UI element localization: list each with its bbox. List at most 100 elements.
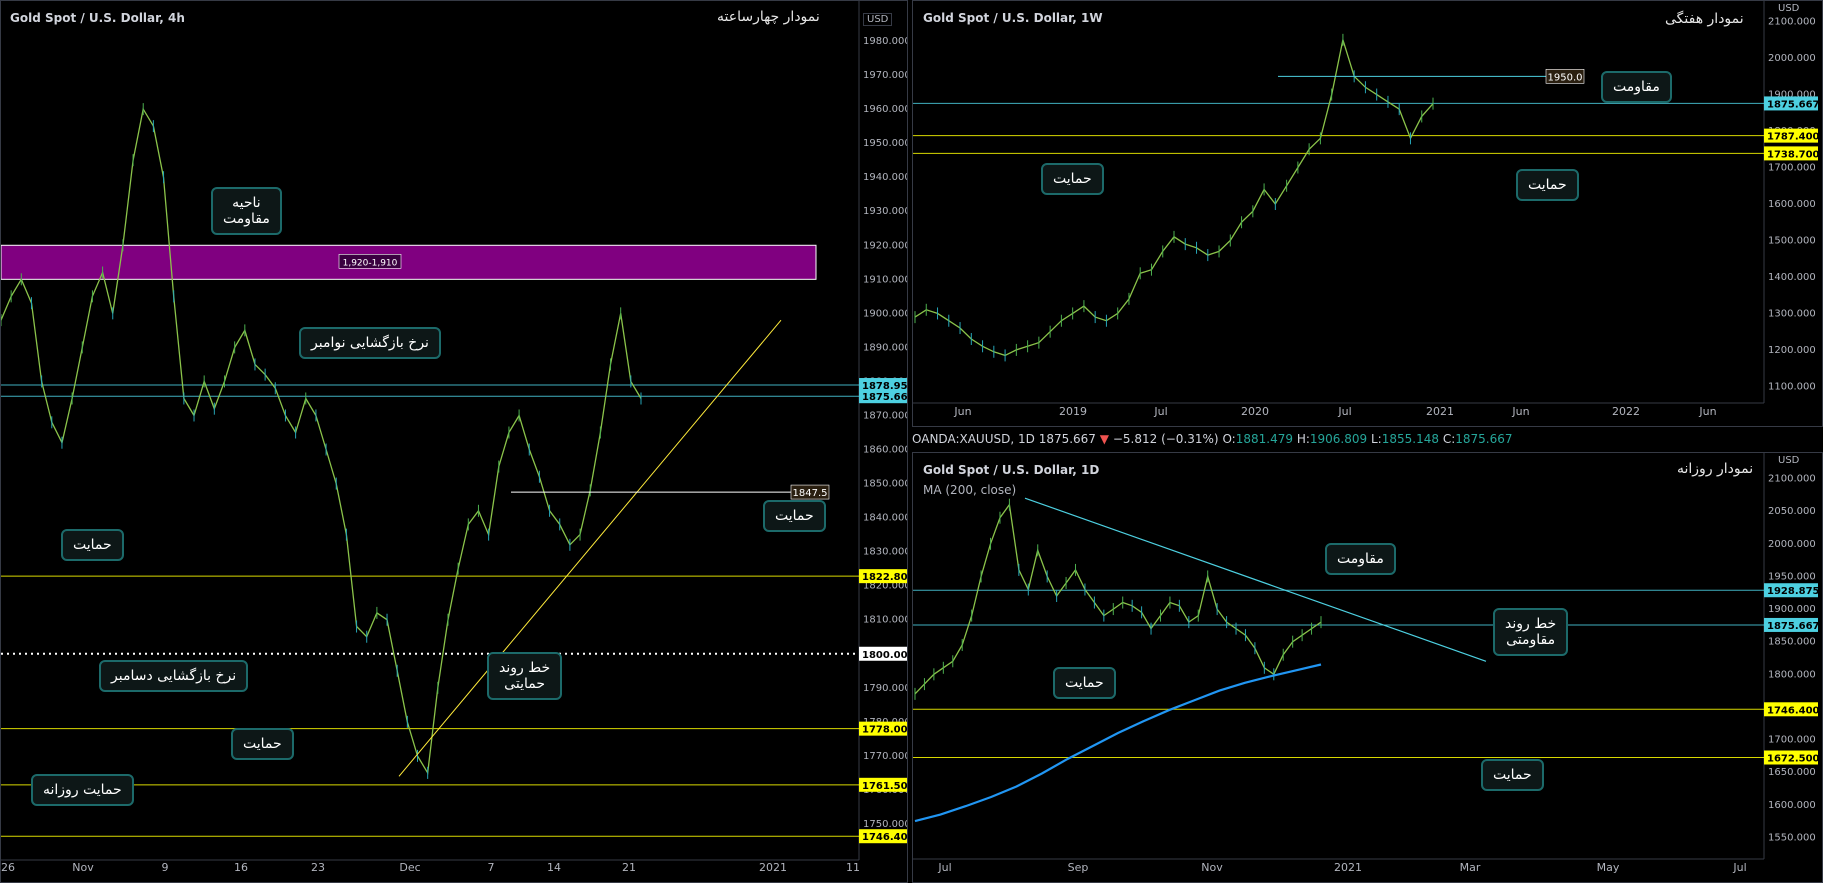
info-open-label: O: [1222,432,1236,446]
symbol-info-bar: OANDA:XAUUSD, 1D 1875.667 ▼ −5.812 (−0.3… [912,432,1513,446]
chart-4h-canvas[interactable]: 1750.0001760.0001770.0001780.0001790.000… [1,1,907,882]
price-tag-label: 1875.667 [1767,99,1820,110]
note-w1-resistance: مقاومت [1601,71,1672,103]
price-tag-label: 1761.500 [862,781,907,792]
level-1847-label: 1847.5 [793,488,828,499]
y-tick-label: 1600.000 [1768,800,1816,811]
x-tick-label: 2021 [1334,861,1362,874]
price-tag-label: 1746.400 [862,832,907,843]
price-tag [859,389,907,404]
y-tick-label: 1800.000 [1768,669,1816,680]
chart-1w-canvas[interactable]: 1100.000 1200.000 1300.000 1400.000 1500.000… [913,1,1822,426]
y-tick-label: 1920.000 [863,240,907,251]
y-tick-label: 1900.000 [1768,90,1816,101]
y-tick-label: 1850.000 [863,479,907,490]
chart-1w-unit: USD [1778,3,1800,14]
y-tick-label: 1810.000 [863,615,907,626]
x-tick-label: Nov [1201,861,1223,874]
x-tick-label: 21 [622,861,636,874]
chart-1d-unit: USD [1778,455,1800,466]
y-tick-label: 1830.000 [863,547,907,558]
price-tag-label: 1875.667 [862,392,907,403]
y-tick-label: 1940.000 [863,172,907,183]
note-resistance-zone: ناحیه مقاومت [211,187,282,235]
y-tick-label: 2050.000 [1768,506,1816,517]
note-support-1761: حمایت [231,728,294,760]
chart-1w-name: نمودار هفتگی [1665,11,1744,27]
x-tick-label: Jul [1732,861,1746,874]
chart-1d-indicator: MA (200, close) [923,483,1017,497]
chart-panel-4h[interactable]: 1750.0001760.0001770.0001780.0001790.000… [0,0,908,883]
x-tick-label: 9 [162,861,169,874]
note-d1-support-left: حمایت [1053,667,1116,699]
y-tick-label: 1840.000 [863,513,907,524]
y-tick-label: 1650.000 [1768,767,1816,778]
y-tick-label: 2000.000 [1768,539,1816,550]
y-tick-label: 1550.000 [1768,832,1816,843]
note-daily-support: حمایت روزانه [31,774,134,806]
note-support-1822: حمایت [61,529,124,561]
y-tick-label: 2100.000 [1768,17,1816,28]
chart-panel-1d[interactable]: 1550.0001600.0001650.0001700.0001750.000… [912,452,1823,883]
price-tag-label: 1878.950 [862,381,907,392]
x-tick-label: 2021 [1426,405,1454,418]
y-tick-label: 1200.000 [1768,345,1816,356]
info-change-arrow: ▼ [1099,432,1110,446]
price-series-line [914,503,1322,695]
x-tick-label: Jul [1337,405,1351,418]
price-tag [1764,750,1818,765]
info-low-label: L: [1370,432,1382,446]
price-tag [859,777,907,792]
price-tag [1764,146,1818,161]
y-tick-label: 1890.000 [863,342,907,353]
info-symbol: OANDA:XAUUSD, 1D [912,432,1035,446]
x-tick-label: May [1597,861,1620,874]
info-close-label: C: [1442,432,1456,446]
y-tick-label: 2100.000 [1768,474,1816,485]
y-tick-label: 1950.000 [863,138,907,149]
price-tag-label: 1738.700 [1767,149,1820,160]
y-tick-label: 1950.000 [1768,571,1816,582]
price-tag-label: 1672.500 [1767,754,1820,765]
info-open: 1881.479 [1235,432,1293,446]
price-tag [859,721,907,736]
chart-1d-canvas[interactable]: 1550.0001600.0001650.0001700.0001750.000… [913,453,1822,882]
price-tag-label: 1875.667 [1767,621,1820,632]
note-support-1847: حمایت [763,500,826,532]
x-tick-label: 11 [846,861,860,874]
y-tick-label: 1860.000 [863,445,907,456]
y-tick-label: 1900.000 [863,308,907,319]
price-tag [859,378,907,393]
zone-label: 1,920-1,910 [343,258,398,268]
x-tick-label: Mar [1460,861,1481,874]
y-tick-label: 1400.000 [1768,272,1816,283]
chart-4h-title: Gold Spot / U.S. Dollar, 4h [10,11,185,25]
info-last: 1875.667 [1038,432,1096,446]
price-tag-label: 1778.000 [862,725,907,736]
price-tag [859,569,907,584]
price-tag [859,646,907,661]
chart-panel-1w[interactable]: 1100.000 1200.000 1300.000 1400.000 1500.000… [912,0,1823,427]
y-tick-label: 1500.000 [1768,235,1816,246]
price-tag [1764,128,1818,143]
price-tag-label: 1787.400 [1767,132,1820,143]
note-w1-support-left: حمایت [1041,163,1104,195]
info-change: −5.812 (−0.31%) [1112,432,1219,446]
x-tick-label: Jun [1698,405,1716,418]
chart-4h-name: نمودار چهارساعته [717,9,820,25]
level-1950-label: 1950.0 [1548,72,1583,83]
x-tick-label: 16 [234,861,248,874]
x-tick-label: 2020 [1241,405,1269,418]
x-tick-label: 2019 [1059,405,1087,418]
y-tick-label: 2000.000 [1768,53,1816,64]
y-tick-label: 1870.000 [863,410,907,421]
note-dec-open: نرخ بازگشایی دسامبر [99,660,249,692]
x-tick-label: 2022 [1612,405,1640,418]
y-tick-label: 1960.000 [863,104,907,115]
note-w1-support-right: حمایت [1516,169,1579,201]
info-low: 1855.148 [1381,432,1439,446]
y-tick-label: 1750.000 [863,819,907,830]
y-tick-label: 1930.000 [863,206,907,217]
price-tag-label: 1822.800 [862,572,907,583]
x-tick-label: 2021 [759,861,787,874]
